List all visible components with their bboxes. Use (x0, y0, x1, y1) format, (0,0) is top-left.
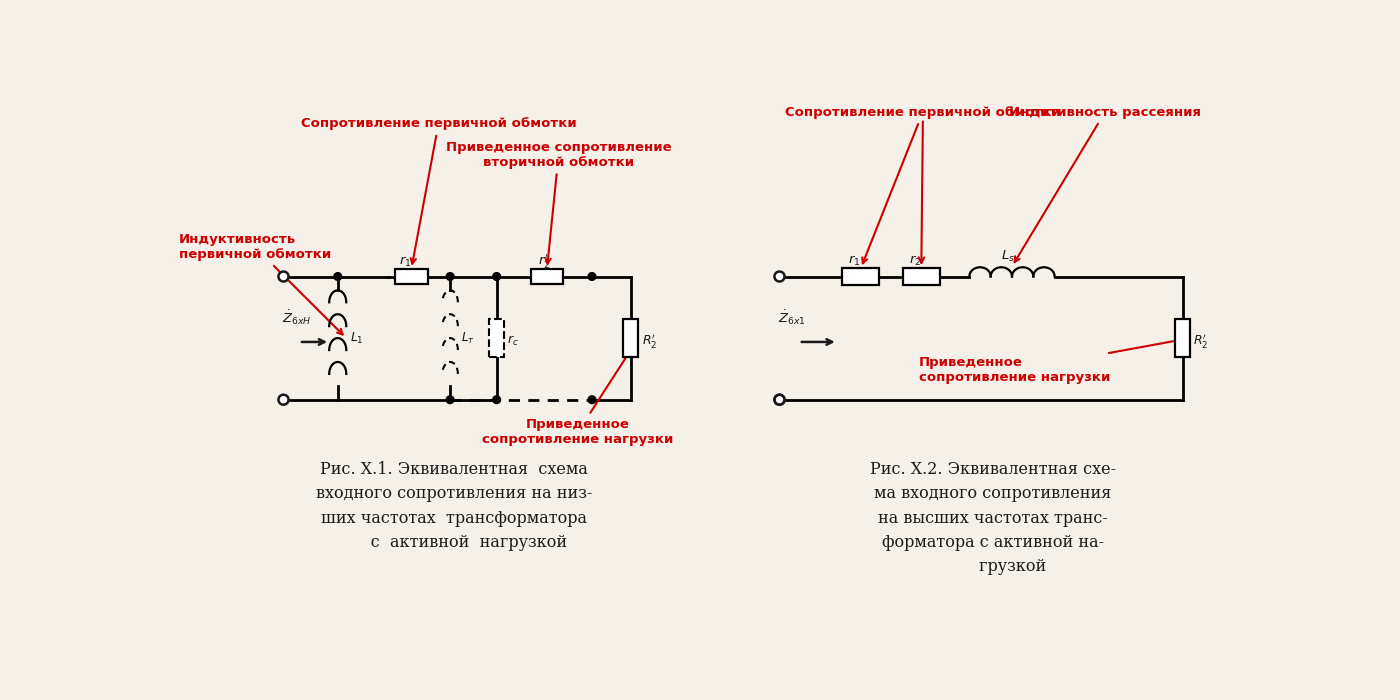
Circle shape (447, 272, 454, 281)
Bar (903, 268, 939, 285)
Text: $r_c$: $r_c$ (507, 335, 519, 349)
Text: Сопротивление первичной обмотки: Сопротивление первичной обмотки (785, 106, 1061, 263)
Circle shape (774, 272, 784, 281)
Text: $\dot{Z}_{\mathit{6xH}}$: $\dot{Z}_{\mathit{6xH}}$ (281, 308, 312, 327)
Circle shape (493, 396, 501, 404)
Text: Рис. Х.1. Эквивалентная  схема
входного сопротивления на низ-
ших частотах  тран: Рис. Х.1. Эквивалентная схема входного с… (316, 461, 592, 551)
Circle shape (588, 272, 596, 281)
Circle shape (774, 395, 784, 405)
Text: Приведенное
сопротивление нагрузки: Приведенное сопротивление нагрузки (918, 337, 1186, 384)
Circle shape (279, 272, 288, 281)
Text: Рис. Х.2. Эквивалентная схе-
ма входного сопротивления
на высших частотах транс-: Рис. Х.2. Эквивалентная схе- ма входного… (869, 461, 1116, 575)
Text: $r_1$: $r_1$ (399, 255, 412, 269)
Circle shape (493, 272, 501, 281)
Text: Приведенное
сопротивление нагрузки: Приведенное сопротивление нагрузки (483, 342, 673, 446)
Bar (623, 318, 638, 357)
Text: $R_2'$: $R_2'$ (641, 332, 657, 350)
Circle shape (333, 272, 342, 281)
Text: Сопротивление первичной обмотки: Сопротивление первичной обмотки (301, 117, 577, 264)
Text: $L_1$: $L_1$ (350, 331, 364, 346)
Text: Приведенное сопротивление
вторичной обмотки: Приведенное сопротивление вторичной обмо… (445, 141, 672, 264)
Text: $\dot{Z}_{\mathit{6x1}}$: $\dot{Z}_{\mathit{6x1}}$ (778, 308, 806, 327)
Bar (489, 318, 504, 357)
Text: $L_т$: $L_т$ (461, 331, 475, 346)
Text: $r_2'$: $r_2'$ (538, 253, 550, 270)
Text: Индуктивность
первичной обмотки: Индуктивность первичной обмотки (179, 233, 343, 335)
Circle shape (447, 396, 454, 404)
Text: Индктивность рассеяния: Индктивность рассеяния (1009, 106, 1201, 262)
Bar (395, 269, 427, 284)
Circle shape (588, 396, 596, 404)
Text: $R_2'$: $R_2'$ (1193, 332, 1208, 350)
Bar (531, 269, 563, 284)
Text: $r_2$: $r_2$ (909, 253, 921, 267)
Bar (843, 268, 879, 285)
Bar (1175, 318, 1190, 357)
Text: $L_s$: $L_s$ (1001, 248, 1015, 264)
Circle shape (279, 395, 288, 405)
Text: $r_1$: $r_1$ (848, 253, 861, 267)
Circle shape (774, 395, 784, 405)
